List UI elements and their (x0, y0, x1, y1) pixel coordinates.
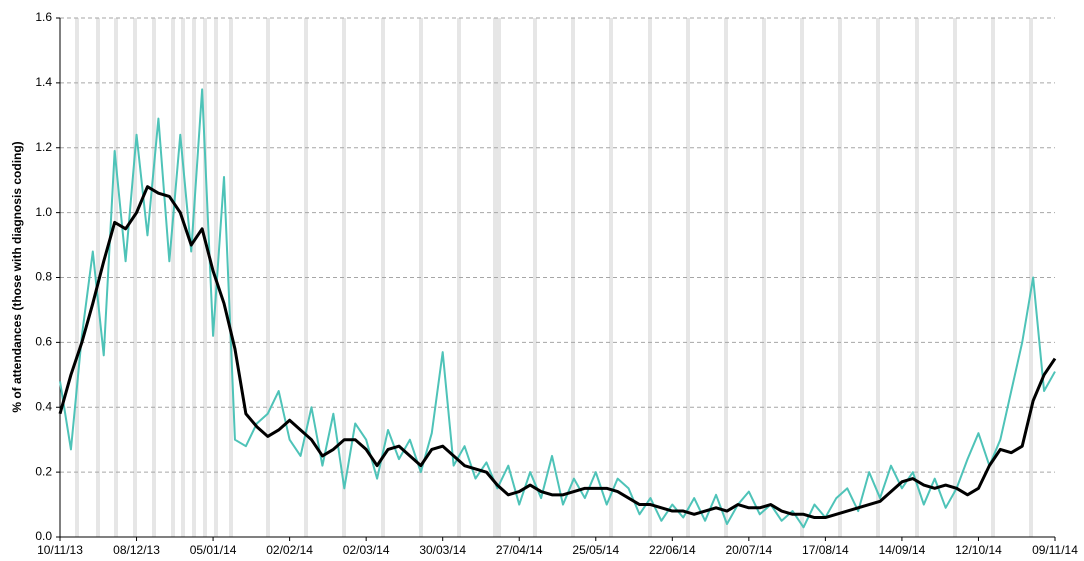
line-series (59, 88, 1056, 529)
x-tick-label: 30/03/14 (419, 543, 466, 557)
band (533, 18, 537, 537)
y-tick-label: 1.6 (35, 10, 52, 24)
x-tick-label: 02/03/14 (343, 543, 390, 557)
x-tick-label: 25/05/14 (572, 543, 619, 557)
band (133, 18, 137, 537)
x-tick-label: 09/11/14 (1032, 543, 1078, 557)
y-tick-label: 1.0 (35, 205, 52, 219)
band (609, 18, 613, 537)
y-tick-label: 0.6 (35, 335, 52, 349)
y-tick-label: 0.0 (35, 529, 52, 543)
band (266, 18, 270, 537)
x-tick-label: 10/11/13 (37, 543, 83, 557)
y-tick-label: 0.4 (35, 399, 52, 413)
x-tick-label: 22/06/14 (649, 543, 696, 557)
x-tick-label: 27/04/14 (496, 543, 543, 557)
y-tick-label: 1.2 (35, 140, 52, 154)
y-tick-label: 0.8 (35, 270, 52, 284)
band (876, 18, 880, 537)
line-series (58, 185, 1057, 520)
y-tick-label: 1.4 (35, 75, 52, 89)
x-tick-label: 12/10/14 (955, 543, 1002, 557)
band (203, 18, 207, 537)
band (953, 18, 957, 537)
y-tick-label: 0.2 (35, 464, 52, 478)
band (1029, 18, 1033, 537)
x-tick-label: 14/09/14 (879, 543, 926, 557)
x-tick-label: 05/01/14 (190, 543, 237, 557)
x-tick-label: 20/07/14 (725, 543, 772, 557)
y-axis-label: % of attendances (those with diagnosis c… (10, 141, 24, 412)
x-tick-label: 02/02/14 (266, 543, 313, 557)
x-tick-label: 08/12/13 (113, 543, 160, 557)
band (686, 18, 690, 537)
x-tick-label: 17/08/14 (802, 543, 849, 557)
